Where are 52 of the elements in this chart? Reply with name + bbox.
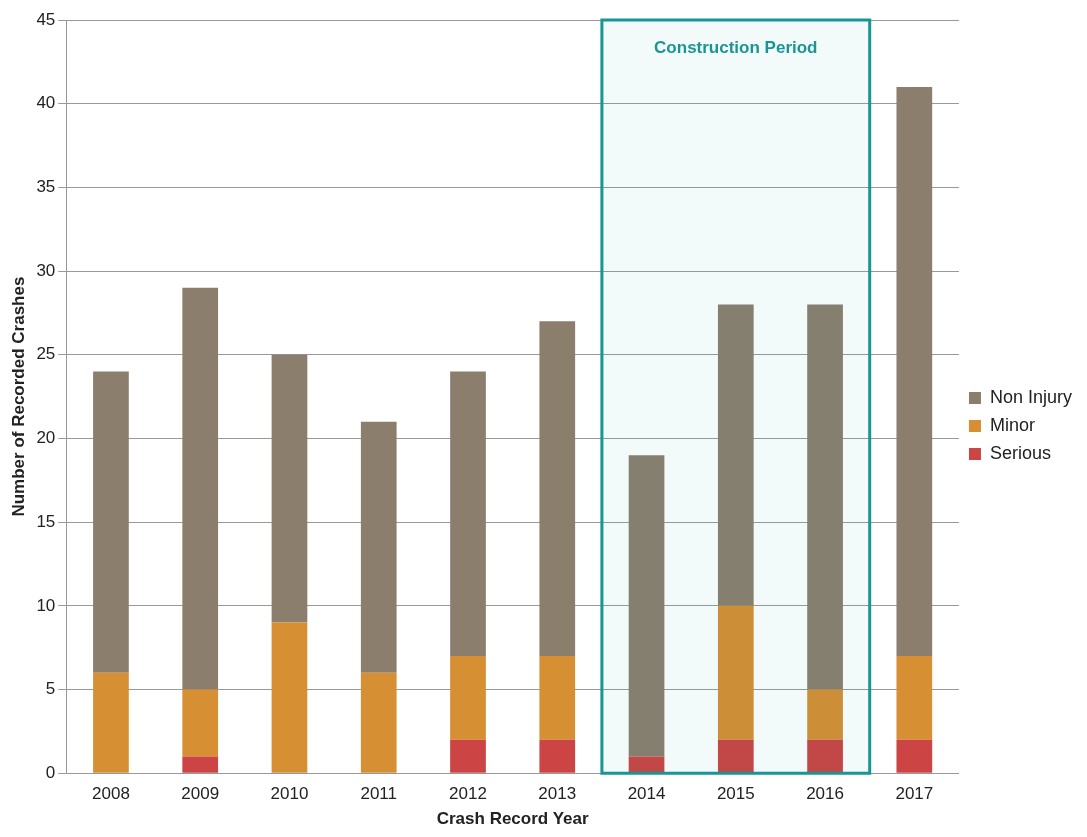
x-tick-label: 2009 <box>181 784 220 804</box>
x-tick-label: 2016 <box>806 784 844 804</box>
x-tick-label: 2011 <box>360 784 398 804</box>
y-tick-label: 45 <box>36 9 56 29</box>
bar <box>628 455 665 757</box>
legend-label: Minor <box>989 414 1035 435</box>
bar <box>717 739 754 773</box>
bar <box>807 739 843 773</box>
bar <box>93 672 129 773</box>
y-tick-label: 0 <box>45 762 56 782</box>
bar <box>717 304 754 606</box>
bar <box>360 672 397 773</box>
bar <box>539 321 576 657</box>
y-tick-label: 30 <box>36 260 56 280</box>
bar <box>450 371 486 657</box>
y-axis-title: Number of Recorded Crashes <box>8 276 28 517</box>
y-tick-label: 5 <box>45 679 56 699</box>
band-label: Construction Period <box>654 38 818 58</box>
x-tick-label: 2010 <box>270 784 309 804</box>
y-tick-label: 20 <box>36 428 56 448</box>
bar <box>896 656 933 740</box>
bar <box>896 86 933 657</box>
y-tick-label: 40 <box>36 93 56 113</box>
bar <box>93 371 129 673</box>
bar <box>450 656 486 740</box>
x-tick-label: 2008 <box>92 784 130 804</box>
bar <box>807 304 843 690</box>
y-tick-label: 35 <box>36 177 56 197</box>
x-tick-label: 2013 <box>538 784 577 804</box>
x-tick-label: 2017 <box>895 784 934 804</box>
bar <box>271 622 308 773</box>
bar <box>539 739 576 773</box>
y-tick-label: 25 <box>36 344 56 364</box>
bar <box>360 421 397 673</box>
y-tick-label: 15 <box>36 511 56 531</box>
x-tick-label: 2015 <box>716 784 755 804</box>
bar <box>539 656 576 740</box>
bar <box>182 689 219 757</box>
bar <box>896 739 933 773</box>
legend-label: Non Injury <box>989 386 1073 407</box>
bar <box>628 756 665 773</box>
bar <box>717 605 754 740</box>
x-tick-label: 2014 <box>627 784 666 804</box>
bar <box>807 689 843 740</box>
bar <box>182 756 219 773</box>
bar <box>450 739 486 773</box>
bar <box>182 287 219 690</box>
x-axis-title: Crash Record Year <box>436 809 589 829</box>
y-tick-label: 10 <box>36 595 56 615</box>
legend-label: Serious <box>989 442 1051 463</box>
bar <box>271 354 308 623</box>
x-tick-label: 2012 <box>449 784 487 804</box>
